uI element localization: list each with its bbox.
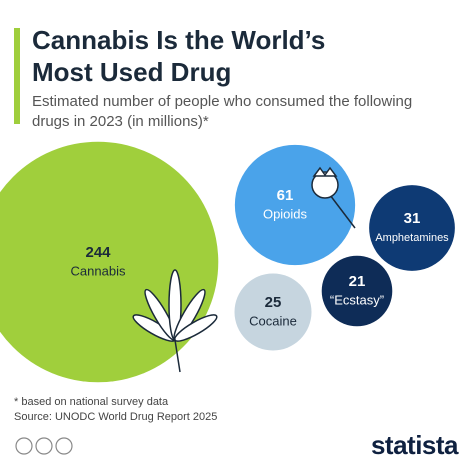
source: Source: UNODC World Drug Report 2025	[14, 411, 218, 423]
bubble-label: Cocaine	[249, 313, 297, 328]
poppy-head	[311, 171, 339, 199]
poppy-stem	[329, 194, 356, 229]
bubble-label: “Ecstasy”	[330, 292, 384, 307]
poppy-crown	[312, 166, 338, 177]
accent-bar	[14, 28, 20, 124]
bubble	[234, 273, 312, 351]
value-label: 25	[265, 294, 282, 311]
bubble	[0, 141, 219, 383]
value-label: 244	[85, 244, 111, 261]
bubble-label: Opioids	[263, 206, 308, 221]
bubble	[321, 255, 393, 327]
value-label: 31	[404, 210, 421, 227]
bubble	[369, 185, 455, 271]
bubble-label: Cannabis	[71, 263, 126, 278]
footnote: * based on national survey data	[14, 396, 169, 408]
poppy-icon	[311, 166, 356, 229]
leaf-stem	[174, 339, 181, 373]
leaf-icon	[132, 269, 218, 373]
value-label: 21	[349, 273, 366, 290]
value-label: 61	[277, 187, 294, 204]
chart-title: Cannabis Is the World’s Most Used Drug	[32, 25, 326, 87]
chart-subtitle: Estimated number of people who consumed …	[32, 93, 413, 130]
bubble-label: Amphetamines	[375, 232, 449, 244]
brand-logo: statista	[370, 430, 459, 460]
footer-icons	[15, 437, 73, 455]
